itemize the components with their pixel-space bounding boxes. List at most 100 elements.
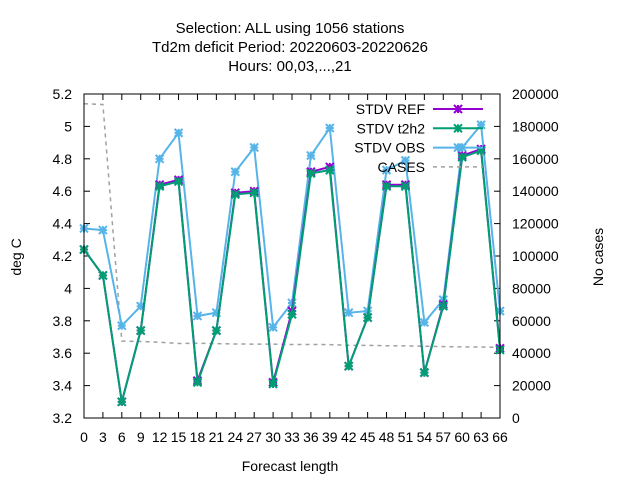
series-line-stdv-obs: [83, 122, 501, 330]
y-tick-label: 3.8: [53, 313, 73, 329]
legend-label: STDV REF: [356, 101, 425, 117]
data-point-stdv-obs: [117, 320, 127, 331]
series-line-stdv-ref: [83, 147, 501, 403]
y-tick-label: 4.4: [53, 216, 73, 232]
legend-item-cases: CASES: [378, 159, 483, 175]
x-tick-label: 15: [171, 429, 187, 445]
x-tick-label: 36: [303, 429, 319, 445]
y-tick-label: 4.6: [53, 183, 73, 199]
x-tick-label: 6: [118, 429, 126, 445]
x-tick-label: 54: [417, 429, 433, 445]
plot-area: [79, 102, 505, 407]
x-tick-label: 66: [492, 429, 508, 445]
series-cases: [83, 102, 501, 349]
data-point-stdv-t2h2: [438, 301, 448, 311]
x-axis-label: Forecast length: [242, 458, 339, 474]
x-axis-ticks: 0 3 6 9 12 15 18 21 24 27 30 33 36 39 42 45 48 51 54 57 60 63…: [80, 94, 508, 445]
chart-title: Selection: ALL using 1056 stations Td2m …: [152, 20, 428, 75]
data-point-stdv-obs: [192, 311, 203, 321]
x-tick-label: 33: [284, 429, 300, 445]
x-tick-label: 57: [435, 429, 451, 445]
x-tick-label: 63: [473, 429, 489, 445]
y-axis-label: deg C: [8, 238, 24, 275]
x-tick-label: 24: [227, 429, 243, 445]
data-point-stdv-obs: [268, 322, 278, 332]
data-point-stdv-obs: [419, 317, 430, 328]
legend: STDV REF STDV t2h2 STDV OBS CASES: [354, 101, 483, 175]
legend-label: STDV OBS: [354, 140, 425, 156]
y-tick-label: 4.2: [53, 248, 73, 264]
y2-axis-ticks: 0 20000 40000 60000 80000 100000 120000 140000 1…: [494, 86, 559, 426]
data-point-stdv-t2h2: [173, 176, 184, 187]
x-tick-label: 45: [360, 429, 376, 445]
data-point-stdv-t2h2: [306, 168, 316, 179]
series-stdv-obs: [79, 120, 505, 332]
x-tick-label: 51: [398, 429, 414, 445]
data-point-stdv-t2h2: [268, 379, 278, 389]
y2-tick-label: 180000: [512, 118, 559, 134]
data-point-stdv-t2h2: [192, 377, 203, 388]
legend-item-stdv-ref: STDV REF: [356, 101, 483, 117]
y2-tick-label: 0: [512, 410, 520, 426]
series-stdv-t2h2: [79, 145, 505, 407]
x-tick-label: 60: [454, 429, 470, 445]
x-tick-label: 42: [341, 429, 357, 445]
y2-tick-label: 40000: [512, 345, 551, 361]
y2-tick-label: 60000: [512, 313, 551, 329]
series-stdv-ref: [79, 144, 505, 407]
y-tick-label: 5.2: [53, 86, 73, 102]
title-line-2: Td2m deficit Period: 20220603-20220626: [152, 39, 428, 56]
y-tick-label: 3.6: [53, 345, 73, 361]
title-line-1: Selection: ALL using 1056 stations: [176, 20, 405, 37]
y2-tick-label: 160000: [512, 151, 559, 167]
y2-tick-label: 100000: [512, 248, 559, 264]
data-point-stdv-t2h2: [325, 165, 335, 175]
data-point-stdv-t2h2: [287, 309, 297, 320]
data-point-stdv-t2h2: [362, 312, 373, 323]
y-tick-label: 4.8: [53, 151, 73, 167]
data-point-stdv-obs: [154, 154, 165, 164]
data-point-stdv-t2h2: [230, 189, 240, 200]
x-tick-label: 48: [379, 429, 395, 445]
x-tick-label: 21: [209, 429, 225, 445]
y2-tick-label: 120000: [512, 216, 559, 232]
data-point-stdv-t2h2: [344, 361, 354, 371]
x-tick-label: 27: [246, 429, 262, 445]
x-tick-label: 3: [99, 429, 107, 445]
data-point-stdv-obs: [381, 165, 392, 175]
data-point-stdv-t2h2: [419, 367, 430, 378]
x-tick-label: 39: [322, 429, 338, 445]
data-point-stdv-obs: [306, 150, 316, 161]
x-tick-label: 18: [190, 429, 206, 445]
data-point-stdv-obs: [400, 155, 411, 166]
legend-item-stdv-t2h2: STDV t2h2: [357, 120, 483, 136]
series-line-stdv-t2h2: [83, 149, 501, 403]
y2-tick-label: 200000: [512, 86, 559, 102]
series-line-cases: [83, 102, 501, 349]
data-point-stdv-t2h2: [457, 152, 467, 162]
data-point-stdv-t2h2: [136, 325, 146, 336]
x-tick-label: 30: [265, 429, 281, 445]
data-point-stdv-t2h2: [249, 188, 259, 198]
data-point-stdv-obs: [230, 167, 240, 177]
data-point-stdv-obs: [98, 225, 108, 235]
x-tick-label: 0: [80, 429, 88, 445]
plot-frame: [83, 93, 501, 419]
y2-tick-label: 20000: [512, 378, 551, 394]
title-line-3: Hours: 00,03,...,21: [228, 58, 351, 75]
y-tick-label: 5: [64, 118, 72, 134]
data-point-stdv-obs: [325, 123, 335, 133]
data-point-stdv-obs: [344, 307, 354, 318]
data-point-stdv-t2h2: [211, 325, 222, 336]
data-point-stdv-t2h2: [98, 270, 108, 281]
y-tick-label: 3.2: [53, 410, 73, 426]
data-point-stdv-t2h2: [381, 181, 392, 192]
legend-item-stdv-obs: STDV OBS: [354, 140, 483, 156]
data-point-stdv-t2h2: [400, 181, 411, 192]
y2-tick-label: 80000: [512, 280, 551, 296]
data-point-stdv-obs: [249, 142, 259, 153]
y-axis-ticks: 3.2 3.4 3.6 3.8 4 4.2 4.4 4.6 4.8 5 5.2: [53, 86, 90, 426]
data-point-stdv-t2h2: [117, 397, 127, 407]
y-tick-label: 3.4: [53, 378, 73, 394]
